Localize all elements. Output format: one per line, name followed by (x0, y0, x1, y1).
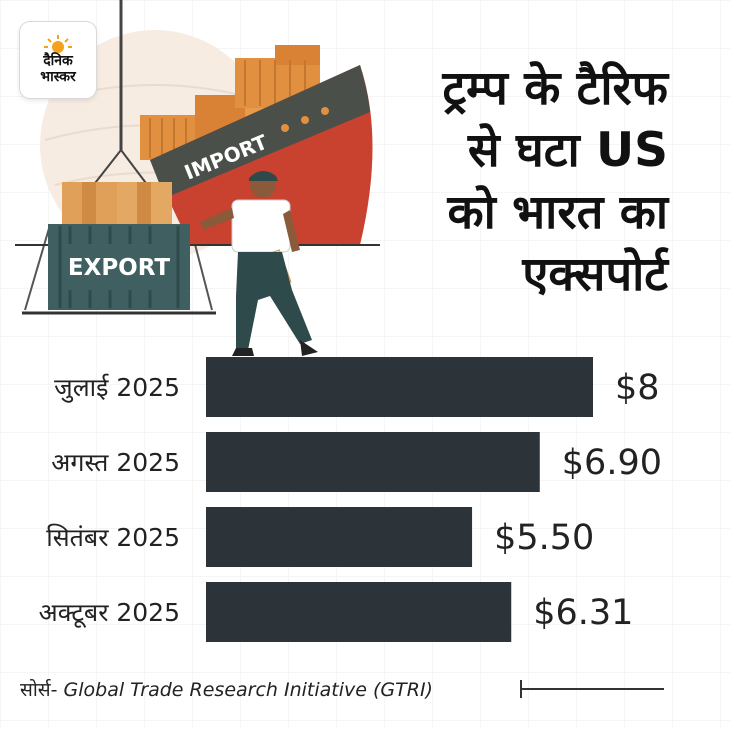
category-label: अगस्त 2025 (51, 448, 180, 477)
worker-figure (200, 170, 318, 356)
headline-line-3: को भारत का (447, 185, 669, 240)
value-label: $6.31 (533, 593, 633, 633)
export-container: EXPORT (48, 224, 190, 310)
logo-line-1: दैनिक (43, 53, 73, 69)
source-note: सोर्स- Global Trade Research Initiative … (20, 676, 433, 702)
headline: ट्रम्प के टैरिफ से घटा US को भारत का एक्… (442, 58, 668, 306)
cargo-boxes (62, 182, 172, 224)
source-text: Global Trade Research Initiative (GTRI) (63, 679, 433, 701)
headline-line-2: से घटा US (467, 123, 668, 178)
dainik-bhaskar-logo: दैनिक भास्कर (20, 22, 96, 98)
category-label: जुलाई 2025 (54, 373, 180, 403)
category-label: अक्टूबर 2025 (39, 598, 180, 628)
category-label: सितंबर 2025 (46, 523, 180, 552)
value-label: $8 (615, 368, 660, 408)
ship-band (150, 65, 370, 198)
source-rule (520, 688, 664, 690)
bar (206, 507, 473, 567)
logo-line-2: भास्कर (40, 69, 76, 85)
headline-line-1: ट्रम्प के टैरिफ (442, 61, 668, 116)
sun-icon (44, 35, 72, 53)
bar (206, 357, 593, 417)
bar (206, 582, 512, 642)
value-label: $5.50 (494, 518, 594, 558)
bar (206, 432, 540, 492)
headline-line-4: एक्सपोर्ट (522, 247, 668, 302)
value-label: $6.90 (562, 443, 662, 483)
trade-illustration: IMPORT EXPORT (15, 0, 380, 356)
export-label: EXPORT (68, 255, 171, 281)
source-prefix: सोर्स- (20, 679, 64, 701)
bar-chart: जुलाई 2025 $8 अगस्त 2025 $6.90 सितंबर 2025 $5… (39, 357, 662, 642)
